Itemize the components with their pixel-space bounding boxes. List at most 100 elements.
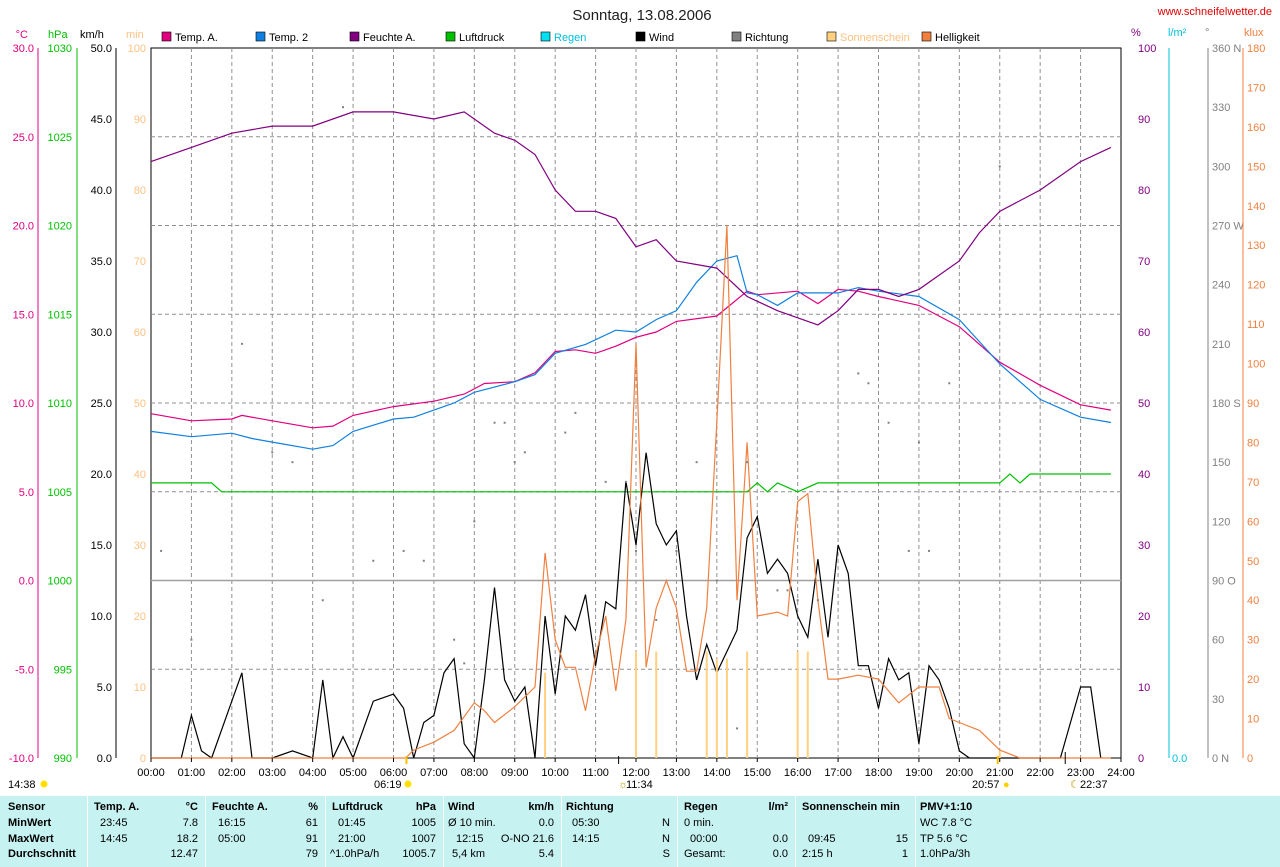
time-tick-label: 22:00 [1026, 767, 1054, 779]
stats-pmv: PMV+1:10 WC 7.8 °C TP 5.6 °C 1.0hPa/3h [916, 796, 1036, 867]
hum-max-value: 91 [305, 833, 318, 845]
sunset-icon: ● [1003, 779, 1010, 791]
brightness-tick-label: 60 [1247, 516, 1259, 528]
wind-avg-value: 0.0 [538, 817, 554, 829]
avg-label: Durchschnitt [8, 848, 76, 860]
humidity-axis-unit: % [1131, 27, 1141, 39]
legend-label: Regen [554, 32, 586, 44]
sun-tick-label: 100 [128, 43, 146, 55]
brightness-tick-label: 40 [1247, 595, 1259, 607]
humidity-tick-label: 100 [1138, 43, 1156, 55]
direction-tick-label: 240 [1212, 280, 1230, 292]
direction-tick-label: 180 S [1212, 398, 1241, 410]
direction-point [746, 461, 749, 464]
wind-tick-label: 30.0 [91, 327, 112, 339]
direction-point [604, 480, 607, 483]
hum-max-time: 05:00 [218, 833, 246, 845]
series-line-temp-a [150, 288, 1112, 429]
sun-max-time: 09:45 [808, 833, 836, 845]
direction-tick-label: 150 [1212, 457, 1230, 469]
time-tick-label: 03:00 [258, 767, 286, 779]
direction-point [736, 727, 739, 730]
wind-tick-label: 0.0 [97, 753, 112, 765]
time-tick-label: 08:00 [461, 767, 489, 779]
direction-tick-label: 270 W [1212, 221, 1244, 233]
direction-point [857, 372, 860, 375]
pressure-tick-label: 1025 [48, 132, 72, 144]
temp-avg-value: 12.47 [170, 848, 198, 860]
direction-point [190, 638, 193, 641]
series-line-helligkeit [151, 225, 1111, 759]
time-tick-label: 21:00 [986, 767, 1014, 779]
direction-point [917, 441, 920, 444]
brightness-tick-label: 20 [1247, 674, 1259, 686]
dir-max-value: N [662, 833, 670, 845]
direction-point [341, 106, 344, 109]
press-min-time: 01:45 [338, 817, 366, 829]
brightness-tick-label: 10 [1247, 714, 1259, 726]
direction-point [715, 579, 718, 582]
temp-tick-label: 5.0 [19, 487, 34, 499]
direction-point [695, 461, 698, 464]
temp-tick-label: 10.0 [13, 398, 34, 410]
direction-point [240, 342, 243, 345]
direction-tick-label: 90 O [1212, 576, 1236, 588]
stats-footer: Sensor MinWert MaxWert Durchschnitt Temp… [0, 796, 1280, 867]
brightness-axis-unit: klux [1244, 27, 1264, 39]
sun-tick-label: 80 [134, 185, 146, 197]
time-tick-label: 10:00 [541, 767, 569, 779]
series-layer [150, 106, 1112, 764]
humidity-tick-label: 10 [1138, 682, 1150, 694]
wind-max-time: 12:15 [456, 833, 484, 845]
stats-rain: Regen l/m² 0 min. 00:00 0.0 Gesamt: 0.0 [678, 796, 794, 867]
brightness-tick-label: 110 [1247, 319, 1265, 331]
sun-tick-label: 90 [134, 114, 146, 126]
direction-point [998, 165, 1001, 168]
moonset-icon: ☾ [1070, 779, 1080, 791]
rain-header: Regen [684, 801, 718, 813]
brightness-tick-label: 90 [1247, 398, 1259, 410]
legend-swatch [161, 31, 172, 42]
direction-point [493, 421, 496, 424]
legend-label: Feuchte A. [363, 32, 416, 44]
brightness-tick-label: 80 [1247, 437, 1259, 449]
pmv-windchill: WC 7.8 °C [920, 817, 973, 829]
direction-point [453, 638, 456, 641]
press-unit: hPa [415, 801, 436, 813]
temp-tick-label: 25.0 [13, 132, 34, 144]
hum-avg-value: 79 [305, 848, 318, 860]
direction-point [776, 589, 779, 592]
sun-tick-label: 10 [134, 682, 146, 694]
legend: Temp. A. Temp. 2 Feuchte A. Luftdruck Regen W… [161, 31, 980, 44]
dir-avg-value: S [662, 848, 670, 860]
humidity-tick-label: 20 [1138, 611, 1150, 623]
sun-tick-label: 50 [134, 398, 146, 410]
rain-tick-label: 0.0 [1172, 753, 1187, 765]
legend-swatch [826, 31, 837, 42]
moonrise-icon [40, 780, 48, 788]
site-link[interactable]: www.schneifelwetter.de [1157, 6, 1272, 18]
direction-point [564, 431, 567, 434]
temp-tick-label: 20.0 [13, 221, 34, 233]
weather-chart: 30.025.020.015.010.05.00.0-5.0-10.010301… [8, 6, 1272, 791]
humidity-tick-label: 60 [1138, 327, 1150, 339]
temp-header: Temp. A. [94, 801, 140, 813]
rain-total-value: 0.0 [772, 848, 788, 860]
legend-label: Luftdruck [459, 32, 505, 44]
stats-humidity: Feuchte A.% 16:15 61 05:00 91 79 [206, 796, 324, 867]
pressure-tick-label: 995 [54, 664, 72, 676]
direction-point [422, 559, 425, 562]
pressure-tick-label: 1005 [48, 487, 72, 499]
stats-pressure: Luftdruck hPa 01:45 1005 21:00 1007 ^1.0hPa… [326, 796, 442, 867]
wind-distance: 5,4 km [452, 848, 486, 860]
legend-label: Temp. A. [175, 32, 218, 44]
legend-swatch [540, 31, 551, 42]
direction-tick-label: 60 [1212, 635, 1224, 647]
brightness-tick-label: 150 [1247, 161, 1265, 173]
direction-point [372, 559, 375, 562]
temp-unit: °C [185, 801, 198, 813]
sun-tick-label: 0 [140, 753, 146, 765]
dir-max-time: 14:15 [572, 833, 600, 845]
sunrise-label: 06:19 [374, 779, 402, 791]
wind-axis-unit: km/h [80, 29, 104, 41]
